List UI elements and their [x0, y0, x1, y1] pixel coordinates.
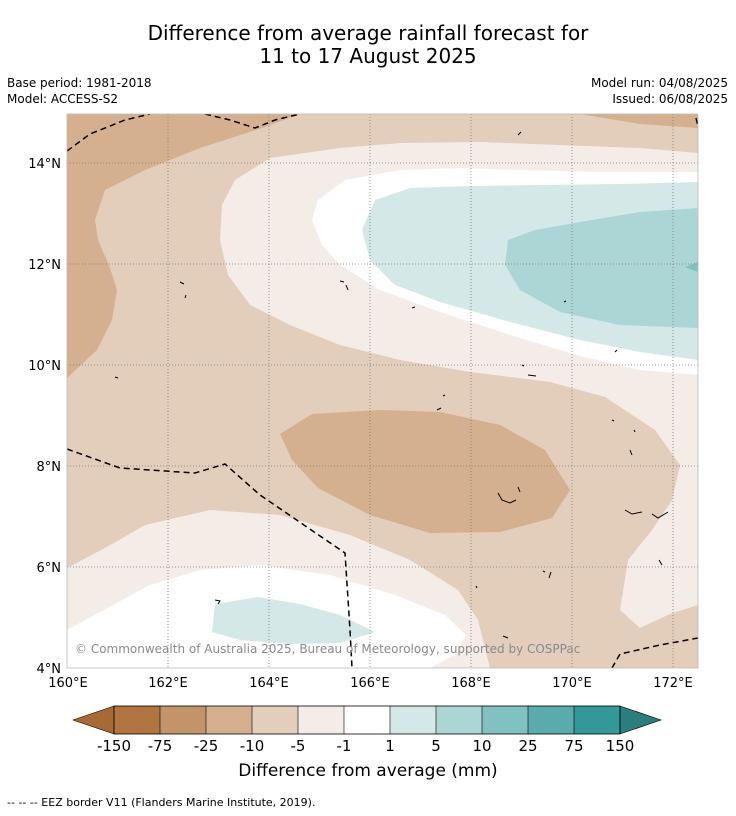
- map-gridlines: [67, 114, 698, 668]
- island-3: [339, 280, 349, 291]
- base-period: Base period: 1981-2018: [7, 76, 152, 90]
- colorbar-outline: [113, 705, 621, 735]
- colorbar-tick-label: -5: [291, 737, 306, 755]
- colorbar-swatch: [482, 706, 528, 734]
- colorbar-swatch: [298, 706, 344, 734]
- island-5: [517, 131, 522, 136]
- latitude-labels: 14°N 12°N 10°N 8°N 6°N 4°N: [28, 157, 61, 677]
- eez-footnote: -- -- -- EEZ border V11 (Flanders Marine…: [7, 796, 316, 809]
- islands: [114, 131, 669, 639]
- eez-border-north: [67, 114, 301, 152]
- eez-borders: [67, 114, 698, 668]
- lon-label: 162°E: [148, 676, 188, 691]
- contour-northeast-minus25-minus10: [580, 114, 698, 128]
- island-4: [411, 306, 416, 309]
- island-12: [658, 559, 663, 566]
- colorbar-tick-label: 150: [606, 737, 635, 755]
- island-14: [475, 585, 478, 589]
- colorbar-tick-label: 10: [472, 737, 491, 755]
- rainfall-anomaly-contours: [67, 114, 698, 668]
- colorbar-tick-label: 1: [385, 737, 395, 755]
- lat-label: 8°N: [37, 460, 62, 475]
- colorbar-tick-label: -25: [194, 737, 219, 755]
- lat-label: 14°N: [28, 157, 61, 172]
- lon-label: 170°E: [552, 676, 592, 691]
- colorbar-swatch: [528, 706, 574, 734]
- chart-title: Difference from average rainfall forecas…: [0, 22, 736, 68]
- island-1: [179, 281, 185, 285]
- meta-left: Base period: 1981-2018 Model: ACCESS-S2: [7, 75, 152, 107]
- colorbar-tick-label: 75: [564, 737, 583, 755]
- colorbar-tick-label: -10: [240, 737, 265, 755]
- colorbar-swatch: [344, 706, 390, 734]
- island-17: [114, 376, 636, 456]
- colorbar-left-extension: [72, 705, 115, 735]
- lon-label: 166°E: [350, 676, 390, 691]
- model-name: Model: ACCESS-S2: [7, 92, 119, 106]
- colorbar: -150 -75 -25 -10 -5 -1 1 5 10 25 75 150: [72, 705, 662, 755]
- lon-label: 172°E: [653, 676, 693, 691]
- colorbar-swatch: [574, 706, 620, 734]
- colorbar-title: Difference from average (mm): [238, 761, 498, 781]
- contour-southeast-minus10-minus5: [612, 610, 698, 668]
- contour-north-plus10-plus25: [685, 262, 698, 272]
- colorbar-swatch: [160, 706, 206, 734]
- colorbar-tick-label: 5: [431, 737, 441, 755]
- copyright-notice: © Commonwealth of Australia 2025, Bureau…: [75, 642, 580, 656]
- lon-label: 160°E: [48, 676, 88, 691]
- colorbar-right-extension: [619, 705, 662, 735]
- contour-central-minus25-minus10: [280, 410, 570, 533]
- colorbar-tick-label: 25: [518, 737, 537, 755]
- colorbar-swatch: [252, 706, 298, 734]
- lon-label: 164°E: [249, 676, 289, 691]
- meta-right: Model run: 04/08/2025 Issued: 06/08/2025: [591, 75, 728, 107]
- island-6: [563, 300, 567, 303]
- island-13: [542, 570, 552, 579]
- colorbar-swatch: [114, 706, 160, 734]
- island-8: [521, 364, 537, 377]
- island-9: [436, 394, 446, 411]
- colorbar-tick-label: -1: [337, 737, 352, 755]
- island-11: [624, 509, 669, 519]
- title-line-2: 11 to 17 August 2025: [259, 44, 477, 68]
- lat-label: 12°N: [28, 258, 61, 273]
- colorbar-swatch: [436, 706, 482, 734]
- model-run: Model run: 04/08/2025: [590, 76, 728, 90]
- longitude-labels: 160°E 162°E 164°E 166°E 168°E 170°E 172°…: [48, 676, 693, 691]
- island-10: [497, 486, 521, 504]
- contour-south-plus1-plus5: [212, 597, 375, 644]
- title-line-1: Difference from average rainfall forecas…: [147, 21, 589, 45]
- island-7: [614, 349, 618, 353]
- lat-label: 6°N: [37, 561, 62, 576]
- island-16: [502, 635, 509, 639]
- contour-west-minus25-minus10: [67, 114, 300, 378]
- island-15: [214, 599, 221, 605]
- colorbar-tick-label: -75: [148, 737, 173, 755]
- map-frame: [66, 113, 699, 669]
- issued-date: Issued: 06/08/2025: [612, 92, 728, 106]
- contour-north-plus5-plus10: [505, 208, 698, 328]
- lat-label: 10°N: [28, 359, 61, 374]
- lat-label: 4°N: [37, 662, 62, 677]
- eez-border-northeast: [695, 117, 698, 127]
- colorbar-tick-label: -150: [97, 737, 131, 755]
- island-2: [184, 294, 187, 299]
- colorbar-swatch: [206, 706, 252, 734]
- lon-label: 168°E: [451, 676, 491, 691]
- colorbar-swatch: [390, 706, 436, 734]
